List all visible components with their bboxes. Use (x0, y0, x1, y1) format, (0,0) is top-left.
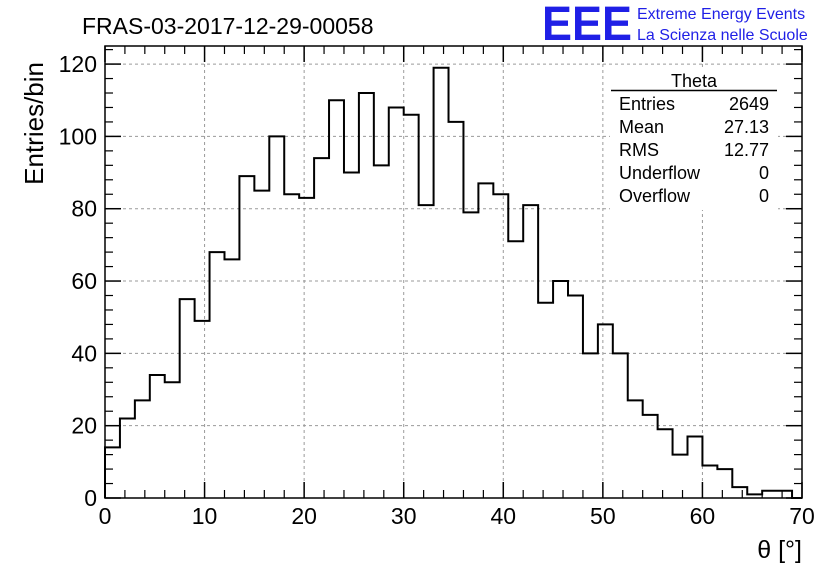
stats-label-overflow: Overflow (619, 186, 691, 206)
histogram-bin (195, 321, 210, 498)
histogram-bin (658, 429, 673, 498)
histogram-bin (553, 281, 568, 498)
histogram-bin (269, 136, 284, 498)
x-tick-label: 60 (690, 503, 716, 529)
x-tick-label: 70 (789, 503, 815, 529)
x-tick-label: 10 (192, 503, 218, 529)
y-tick-label: 80 (71, 196, 97, 222)
histogram-bin (493, 194, 508, 498)
stats-value-entries: 2649 (729, 94, 769, 114)
stats-value-mean: 27.13 (724, 117, 769, 137)
y-tick-label: 120 (59, 51, 97, 77)
histogram-bin (717, 469, 732, 498)
histogram-outline (104, 66, 802, 499)
grid-lines (105, 46, 802, 498)
histogram-bin (284, 194, 299, 498)
statistics-box: Theta Entries 2649 Mean 27.13 RMS 12.77 … (610, 70, 778, 210)
eee-logo-letters: EEE (542, 0, 632, 51)
logo-line-1: Extreme Energy Events (637, 6, 805, 23)
histogram-bin (344, 173, 359, 498)
stats-label-mean: Mean (619, 117, 664, 137)
stats-label-entries: Entries (619, 94, 675, 114)
histogram-bin (732, 487, 747, 498)
x-tick-labels: 0 10 20 30 40 50 60 70 (99, 503, 815, 529)
histogram-bin (329, 100, 344, 498)
histogram-bin (673, 455, 688, 498)
x-axis-label: θ [°] (757, 536, 802, 564)
y-tick-label: 20 (71, 413, 97, 439)
histogram-bin (687, 437, 702, 498)
histogram-bin (777, 491, 792, 498)
histogram-bin (239, 176, 254, 498)
histogram-bin (374, 165, 389, 498)
stats-box-background (610, 70, 778, 210)
histogram-bin (150, 375, 165, 498)
histogram-bin (299, 198, 314, 498)
y-tick-label: 100 (59, 123, 97, 149)
histogram-bin (359, 93, 374, 498)
histogram-bin (568, 296, 583, 498)
logo-line-2: La Scienza nelle Scuole (637, 27, 808, 44)
histogram-bin (180, 299, 195, 498)
y-tick-label: 0 (84, 485, 97, 511)
stats-value-overflow: 0 (759, 186, 769, 206)
histogram-bin (463, 212, 478, 498)
histogram-bin (523, 205, 538, 498)
stats-value-underflow: 0 (759, 163, 769, 183)
x-tick-label: 30 (391, 503, 417, 529)
histogram-bin (210, 252, 225, 498)
y-tick-labels: 0 20 40 60 80 100 120 (59, 51, 97, 511)
stats-title: Theta (671, 71, 718, 91)
histogram-bin (628, 400, 643, 498)
histogram-bin (598, 324, 613, 498)
histogram-bin (254, 191, 269, 498)
histogram-bin (434, 68, 449, 498)
histogram-bin (449, 122, 464, 498)
histogram-bin (224, 259, 239, 498)
histogram-bin (404, 115, 419, 498)
histogram-bin (508, 241, 523, 498)
y-axis-label: Entries/bin (19, 62, 49, 185)
histogram-bin (419, 205, 434, 498)
histogram-bin (478, 183, 493, 498)
plot-frame (104, 45, 803, 499)
histogram-bin (702, 465, 717, 498)
histogram-bin (135, 400, 150, 498)
y-tick-label: 40 (71, 340, 97, 366)
y-tick-label: 60 (71, 268, 97, 294)
x-tick-label: 0 (99, 503, 112, 529)
axis-ticks (104, 46, 803, 499)
x-tick-label: 50 (590, 503, 616, 529)
stats-value-rms: 12.77 (724, 140, 769, 160)
histogram-bin (762, 491, 777, 498)
x-tick-label: 40 (490, 503, 516, 529)
histogram-bin (643, 415, 658, 498)
histogram-bin (120, 418, 135, 498)
x-tick-label: 20 (291, 503, 317, 529)
histogram-bin (165, 382, 180, 498)
stats-label-underflow: Underflow (619, 163, 701, 183)
run-title: FRAS-03-2017-12-29-00058 (82, 13, 374, 39)
stats-label-rms: RMS (619, 140, 659, 160)
histogram-bin (538, 303, 553, 498)
histogram-bin (389, 107, 404, 498)
